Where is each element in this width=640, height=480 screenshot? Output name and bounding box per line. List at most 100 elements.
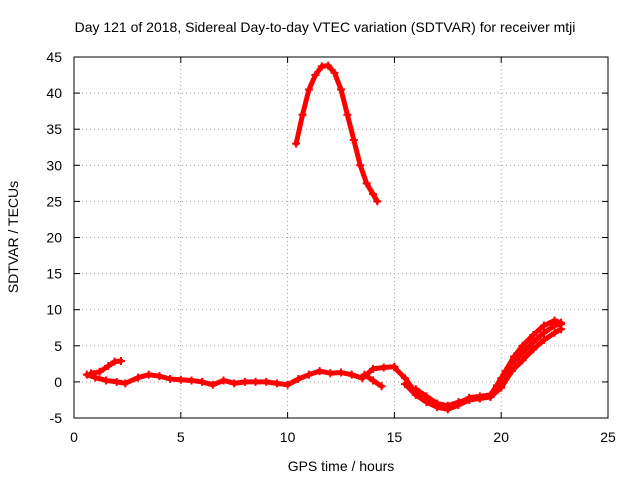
data-point xyxy=(369,190,378,199)
data-point xyxy=(304,370,313,379)
y-tick-label: 35 xyxy=(46,121,62,137)
data-point xyxy=(315,367,324,376)
data-point xyxy=(465,395,474,404)
data-point xyxy=(208,380,217,389)
data-point xyxy=(294,375,303,384)
x-tick-label: 10 xyxy=(280,429,296,445)
data-point xyxy=(230,379,239,388)
data-point xyxy=(144,370,153,379)
data-point xyxy=(166,375,175,384)
data-point xyxy=(529,338,538,347)
series-line xyxy=(88,358,124,376)
data-point xyxy=(518,356,527,365)
y-tick-label: -5 xyxy=(50,410,63,426)
data-point xyxy=(360,370,369,379)
data-point xyxy=(529,345,538,354)
x-tick-label: 20 xyxy=(493,429,509,445)
data-point xyxy=(349,136,358,145)
data-point xyxy=(454,398,463,407)
y-tick-label: 10 xyxy=(46,302,62,318)
x-tick-label: 0 xyxy=(70,429,78,445)
chart-title: Day 121 of 2018, Sidereal Day-to-day VTE… xyxy=(75,19,576,35)
y-tick-label: 20 xyxy=(46,230,62,246)
data-point xyxy=(443,401,452,410)
x-tick-label: 5 xyxy=(177,429,185,445)
plot-frame xyxy=(73,56,609,419)
data-point xyxy=(379,363,388,372)
data-point xyxy=(283,380,292,389)
data-point xyxy=(369,364,378,373)
data-point xyxy=(219,376,228,385)
data-point xyxy=(486,391,495,400)
series-track-main xyxy=(82,362,399,389)
data-point xyxy=(134,373,143,382)
y-axis-label: SDTVAR / TECUs xyxy=(5,181,21,293)
y-tick-label: 15 xyxy=(46,266,62,282)
data-point xyxy=(422,392,431,401)
data-point xyxy=(347,370,356,379)
y-tick-label: 30 xyxy=(46,157,62,173)
data-point xyxy=(356,161,365,170)
data-point xyxy=(518,349,527,358)
data-point xyxy=(187,376,196,385)
data-point xyxy=(377,382,386,391)
data-point xyxy=(550,328,559,337)
series-track-late-c xyxy=(411,320,566,410)
data-point xyxy=(507,359,516,368)
x-axis-label: GPS time / hours xyxy=(288,458,395,474)
y-tick-label: 45 xyxy=(46,49,62,65)
data-point xyxy=(112,377,121,386)
data-point xyxy=(95,367,104,376)
y-tick-label: 40 xyxy=(46,85,62,101)
data-point xyxy=(401,380,410,389)
data-point xyxy=(102,376,111,385)
data-point xyxy=(369,376,378,385)
data-point xyxy=(557,320,566,329)
data-point xyxy=(304,85,313,94)
series-track-early-arc xyxy=(87,356,125,378)
data-series xyxy=(82,61,566,414)
data-point xyxy=(262,377,271,386)
series-track-dip xyxy=(360,370,386,391)
data-point xyxy=(362,179,371,188)
data-point xyxy=(240,377,249,386)
data-point xyxy=(155,372,164,381)
data-point xyxy=(497,374,506,383)
data-point xyxy=(324,61,333,70)
data-point xyxy=(539,321,548,330)
data-point xyxy=(550,321,559,330)
data-point xyxy=(337,85,345,94)
data-point xyxy=(104,362,113,371)
data-point xyxy=(330,68,339,77)
data-point xyxy=(411,385,420,394)
data-point xyxy=(292,139,301,148)
y-tick-label: 5 xyxy=(54,338,62,354)
data-point xyxy=(251,377,260,386)
data-point xyxy=(497,383,506,392)
data-point xyxy=(529,330,538,339)
data-point xyxy=(176,375,185,384)
data-point xyxy=(87,369,96,378)
data-point xyxy=(326,369,335,378)
data-point xyxy=(337,368,345,377)
x-tick-label: 15 xyxy=(387,429,403,445)
data-point xyxy=(116,356,125,365)
data-point xyxy=(433,399,442,408)
data-point xyxy=(475,393,484,402)
data-point xyxy=(272,379,281,388)
series-line xyxy=(84,364,397,388)
data-point xyxy=(539,328,548,337)
data-point xyxy=(121,379,130,388)
data-point xyxy=(298,110,307,119)
grid xyxy=(74,57,608,418)
data-point xyxy=(311,71,320,80)
series-line xyxy=(293,63,380,204)
y-tick-label: 25 xyxy=(46,193,62,209)
y-tick-label: 0 xyxy=(54,374,62,390)
data-point xyxy=(343,110,352,119)
data-point xyxy=(539,336,548,345)
data-point xyxy=(518,341,527,350)
series-track-peak xyxy=(292,61,382,206)
data-point xyxy=(390,363,399,372)
